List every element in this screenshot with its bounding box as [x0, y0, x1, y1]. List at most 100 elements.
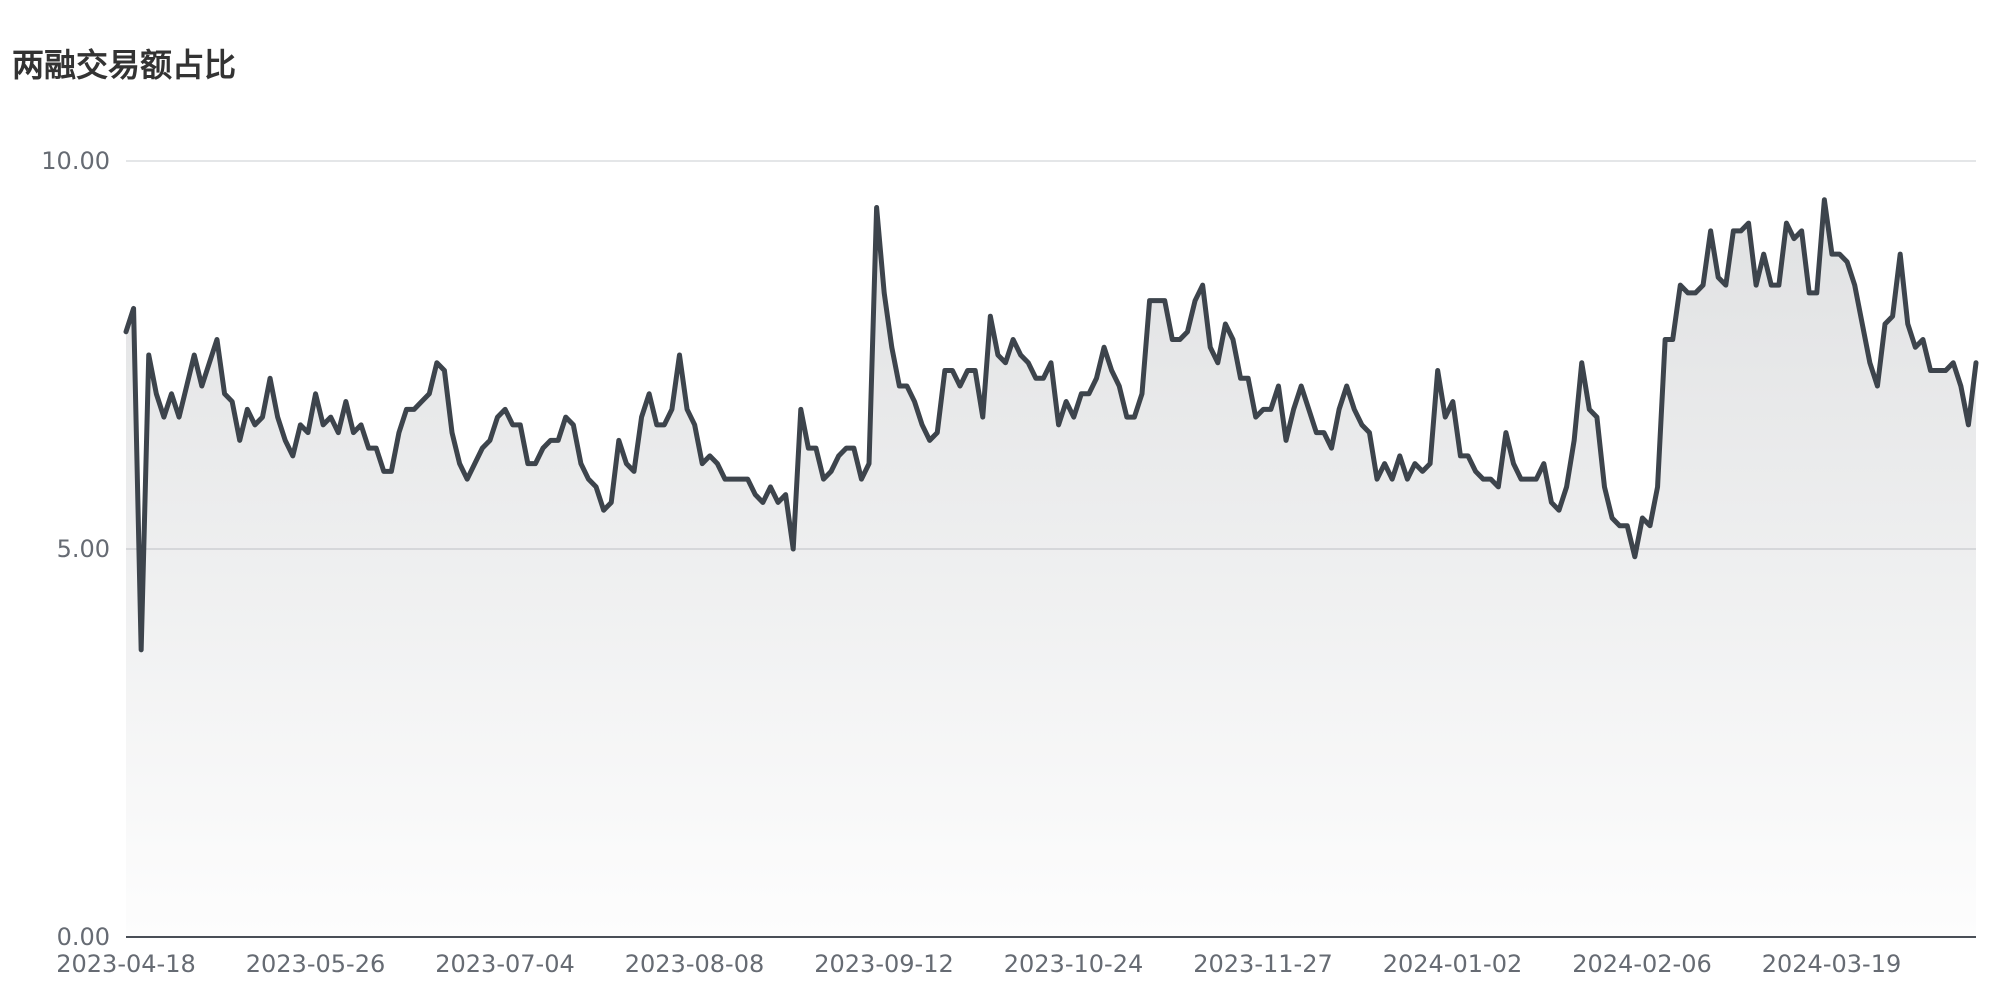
data-point	[988, 314, 992, 318]
data-point	[1739, 229, 1743, 233]
data-point	[814, 446, 818, 450]
data-point	[1838, 252, 1842, 256]
data-point	[1868, 361, 1872, 365]
data-point	[1891, 314, 1895, 318]
data-point	[405, 407, 409, 411]
data-point	[935, 431, 939, 435]
data-point	[1345, 384, 1349, 388]
data-point	[1337, 407, 1341, 411]
data-point	[1913, 345, 1917, 349]
data-point	[1618, 524, 1622, 528]
data-point	[139, 648, 143, 652]
data-point	[1716, 275, 1720, 279]
data-point	[1784, 221, 1788, 225]
data-point	[1875, 384, 1879, 388]
data-point	[890, 345, 894, 349]
data-point	[1254, 415, 1258, 419]
data-point	[731, 477, 735, 481]
data-point	[594, 485, 598, 489]
data-point	[1951, 361, 1955, 365]
data-point	[306, 431, 310, 435]
x-tick-label: 2024-03-19	[1762, 950, 1901, 978]
data-point	[1019, 353, 1023, 357]
data-point	[442, 369, 446, 373]
data-point	[1701, 283, 1705, 287]
data-point	[950, 369, 954, 373]
data-point	[367, 446, 371, 450]
data-point	[1352, 407, 1356, 411]
data-point	[154, 392, 158, 396]
data-point	[571, 423, 575, 427]
data-point	[617, 438, 621, 442]
data-point	[1041, 376, 1045, 380]
data-point	[1512, 462, 1516, 466]
data-point	[1079, 392, 1083, 396]
data-point	[1633, 555, 1637, 559]
data-point	[1094, 376, 1098, 380]
data-point	[185, 384, 189, 388]
data-point	[1201, 283, 1205, 287]
data-point	[1360, 423, 1364, 427]
data-point	[314, 392, 318, 396]
data-point	[624, 462, 628, 466]
data-point	[1299, 384, 1303, 388]
data-point	[511, 423, 515, 427]
data-point	[283, 438, 287, 442]
series-line	[123, 197, 1979, 653]
data-point	[1072, 415, 1076, 419]
data-point	[1625, 524, 1629, 528]
data-point	[1231, 337, 1235, 341]
data-point	[321, 423, 325, 427]
x-tick-label: 2024-02-06	[1572, 950, 1711, 978]
data-point	[1170, 337, 1174, 341]
data-point	[541, 446, 545, 450]
data-point	[1011, 337, 1015, 341]
data-point	[943, 369, 947, 373]
data-point	[298, 423, 302, 427]
data-point	[496, 415, 500, 419]
data-point	[602, 508, 606, 512]
data-point	[829, 469, 833, 473]
data-point	[1640, 516, 1644, 520]
data-point	[632, 469, 636, 473]
data-point	[1178, 337, 1182, 341]
data-point	[700, 462, 704, 466]
x-tick-label: 2023-10-24	[1004, 950, 1143, 978]
data-point	[1769, 283, 1773, 287]
data-point	[1110, 369, 1114, 373]
data-point	[1602, 485, 1606, 489]
data-point	[1815, 291, 1819, 295]
data-point	[761, 500, 765, 504]
data-point	[587, 477, 591, 481]
data-point	[1595, 415, 1599, 419]
data-point	[1436, 369, 1440, 373]
data-point	[1519, 477, 1523, 481]
data-point	[1807, 291, 1811, 295]
data-point	[1428, 462, 1432, 466]
data-point	[268, 376, 272, 380]
series-area-fill	[126, 199, 1976, 938]
data-point	[981, 415, 985, 419]
data-point	[662, 423, 666, 427]
area-layer	[123, 197, 1979, 938]
data-point	[768, 485, 772, 489]
data-point	[973, 369, 977, 373]
data-point	[169, 392, 173, 396]
data-point	[1527, 477, 1531, 481]
data-point	[1572, 438, 1576, 442]
data-point	[1504, 431, 1508, 435]
data-point	[1474, 469, 1478, 473]
data-point	[420, 400, 424, 404]
data-point	[200, 384, 204, 388]
data-point	[1132, 415, 1136, 419]
data-point	[1481, 477, 1485, 481]
data-point	[723, 477, 727, 481]
data-point	[1322, 431, 1326, 435]
data-point	[1731, 229, 1735, 233]
data-point	[488, 438, 492, 442]
data-point	[640, 415, 644, 419]
data-point	[1443, 415, 1447, 419]
data-point	[1004, 361, 1008, 365]
data-point	[1413, 462, 1417, 466]
